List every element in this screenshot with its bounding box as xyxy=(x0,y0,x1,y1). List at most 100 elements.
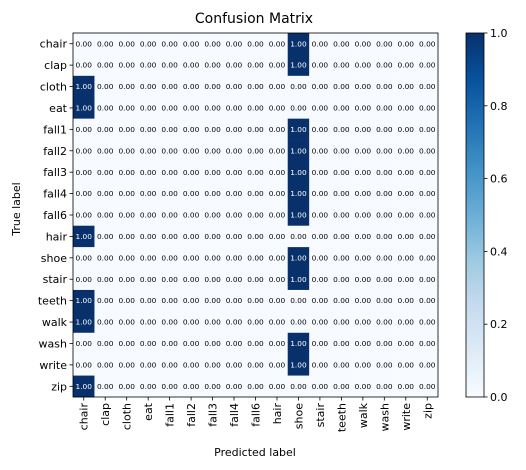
heatmap-cell xyxy=(373,354,396,376)
heatmap-cell xyxy=(395,225,417,248)
heatmap-cell xyxy=(309,225,331,248)
cell-value-label: 0.00 xyxy=(247,146,264,155)
heatmap-cell xyxy=(395,75,417,98)
cell-value-label: 0.00 xyxy=(183,189,200,198)
heatmap-cell xyxy=(244,33,267,55)
heatmap-cell xyxy=(330,375,353,398)
cell-value-label: 0.00 xyxy=(226,125,243,134)
colorbar xyxy=(465,32,485,398)
cell-value-label: 0.00 xyxy=(398,146,415,155)
heatmap-cell xyxy=(201,33,224,55)
heatmap-cell xyxy=(373,247,396,269)
cell-value-label: 0.00 xyxy=(269,39,286,48)
cell-value-label: 0.00 xyxy=(398,360,415,369)
cell-value-label: 0.00 xyxy=(97,211,114,220)
cell-value-label: 0.00 xyxy=(398,189,415,198)
heatmap-cell xyxy=(180,54,203,77)
cell-value-label: 0.00 xyxy=(376,125,393,134)
cell-value-label: 0.00 xyxy=(333,61,350,70)
heatmap-cell xyxy=(287,289,310,312)
cell-value-label: 0.00 xyxy=(247,253,264,262)
cell-value-label: 0.00 xyxy=(183,39,200,48)
cell-value-label: 0.00 xyxy=(398,82,415,91)
heatmap-cell xyxy=(180,97,203,119)
heatmap-cell xyxy=(223,289,246,312)
cell-value-label: 0.00 xyxy=(76,39,93,48)
cell-value-label: 0.00 xyxy=(312,296,329,305)
cell-value-label: 0.00 xyxy=(312,146,329,155)
heatmap-cell xyxy=(309,118,331,141)
heatmap-cell xyxy=(373,332,396,355)
heatmap-cell xyxy=(94,247,117,269)
heatmap-cell xyxy=(373,97,396,119)
heatmap-cell xyxy=(416,332,439,355)
cell-value-label: 0.00 xyxy=(97,61,114,70)
colorbar-tick-label: 1.0 xyxy=(490,27,508,40)
cell-value-label: 0.00 xyxy=(118,82,135,91)
heatmap-cell xyxy=(223,204,246,227)
heatmap-cell xyxy=(287,97,310,119)
cell-value-label: 0.00 xyxy=(161,39,178,48)
heatmap-cell xyxy=(201,140,224,162)
cell-value-label: 0.00 xyxy=(333,382,350,391)
cell-value-label: 0.00 xyxy=(183,296,200,305)
heatmap-cell xyxy=(309,354,331,376)
x-tick-label: fall1 xyxy=(164,403,177,427)
cell-value-label: 0.00 xyxy=(247,82,264,91)
heatmap-cell xyxy=(266,375,289,398)
cell-value-label: 0.00 xyxy=(118,382,135,391)
heatmap-cell xyxy=(115,375,138,398)
heatmap-cell xyxy=(352,289,374,312)
heatmap-cell xyxy=(180,247,203,269)
cell-value-label: 0.00 xyxy=(97,125,114,134)
cell-value-label: 0.00 xyxy=(398,125,415,134)
heatmap-cell xyxy=(158,182,181,205)
heatmap-cell xyxy=(73,332,95,355)
cell-value-label: 1.00 xyxy=(290,61,307,70)
y-tick-label: walk xyxy=(42,316,68,329)
heatmap-cell xyxy=(309,75,331,98)
cell-value-label: 0.00 xyxy=(355,82,372,91)
heatmap-cell xyxy=(309,33,331,55)
x-tick-label: shoe xyxy=(292,403,305,429)
heatmap-cell xyxy=(73,33,95,55)
cell-value-label: 0.00 xyxy=(333,39,350,48)
x-tick-label: clap xyxy=(99,403,112,426)
cell-value-label: 0.00 xyxy=(376,253,393,262)
x-tick-label: write xyxy=(400,403,413,431)
x-axis-label: Predicted label xyxy=(214,446,296,459)
heatmap-cell xyxy=(309,375,331,398)
cell-value-label: 0.00 xyxy=(226,339,243,348)
cell-value-label: 0.00 xyxy=(355,211,372,220)
x-tick-label: fall3 xyxy=(207,403,220,427)
cell-value-label: 0.00 xyxy=(226,360,243,369)
heatmap-cell xyxy=(287,140,310,162)
cell-value-label: 0.00 xyxy=(226,296,243,305)
heatmap-cell xyxy=(244,75,267,98)
cell-value-label: 0.00 xyxy=(398,232,415,241)
colorbar-tick-label: 0.6 xyxy=(490,173,508,186)
cell-value-label: 0.00 xyxy=(290,82,307,91)
heatmap-cell xyxy=(287,247,310,269)
cell-value-label: 0.00 xyxy=(398,339,415,348)
heatmap-cell xyxy=(244,204,267,227)
heatmap-cell xyxy=(416,225,439,248)
heatmap-cell xyxy=(201,118,224,141)
cell-value-label: 0.00 xyxy=(376,168,393,177)
heatmap-cell xyxy=(287,375,310,398)
cell-value-label: 0.00 xyxy=(333,125,350,134)
heatmap-cell xyxy=(309,289,331,312)
cell-value-label: 0.00 xyxy=(140,275,157,284)
cell-value-label: 0.00 xyxy=(333,318,350,327)
cell-value-label: 0.00 xyxy=(312,189,329,198)
cell-value-label: 0.00 xyxy=(204,382,221,391)
heatmap-cell xyxy=(287,354,310,376)
cell-value-label: 0.00 xyxy=(76,339,93,348)
cell-value-label: 0.00 xyxy=(76,146,93,155)
heatmap-cell xyxy=(94,268,117,291)
colorbar-tick-label: 0.2 xyxy=(490,318,508,331)
heatmap-cell xyxy=(395,289,417,312)
cell-value-label: 1.00 xyxy=(76,232,93,241)
heatmap-cell xyxy=(352,247,374,269)
heatmap-cell xyxy=(223,247,246,269)
